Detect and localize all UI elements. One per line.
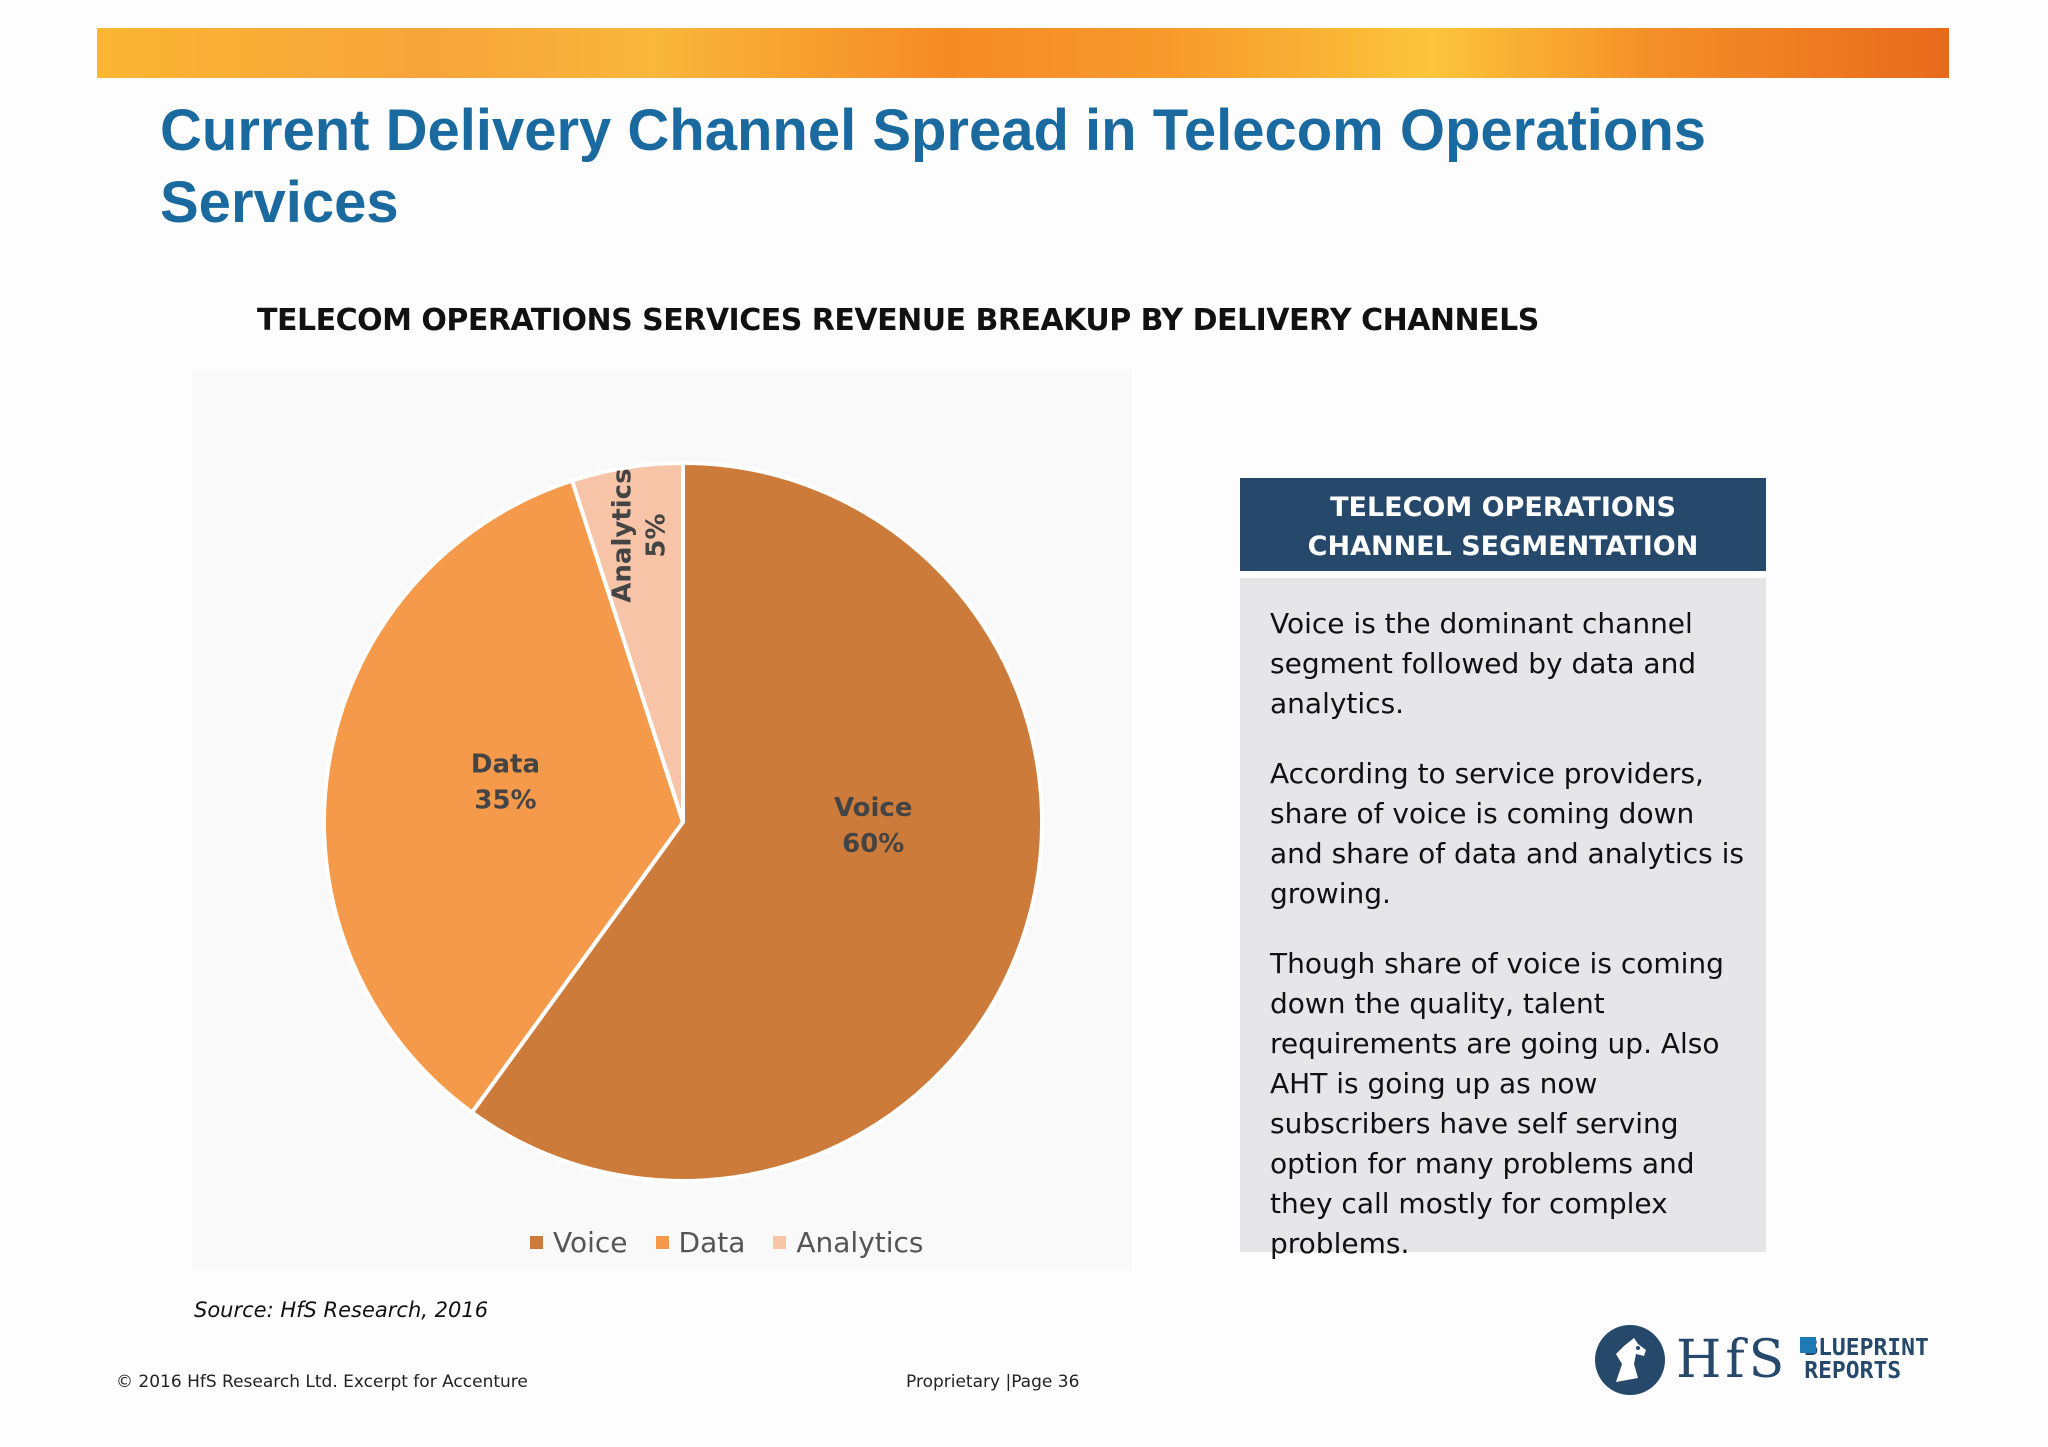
pie-label-value-data: 35% bbox=[474, 786, 536, 816]
segmentation-header-line1: TELECOM OPERATIONS bbox=[1330, 492, 1676, 523]
pie-label-analytics: Analytics 5% bbox=[608, 468, 672, 602]
legend-label-data: Data bbox=[678, 1225, 746, 1259]
chart-legend: Voice Data Analytics bbox=[530, 1222, 952, 1262]
pie-slice-data bbox=[322, 478, 686, 1116]
segmentation-paragraph-2: According to service providers, share of… bbox=[1270, 757, 1744, 910]
pie-label-category-analytics: Analytics bbox=[608, 468, 638, 602]
pie-label-value-voice: 60% bbox=[842, 829, 904, 859]
pie-label-data: Data 35% bbox=[471, 750, 540, 816]
pie-label-value-analytics: 5% bbox=[642, 513, 672, 557]
segmentation-header-line2: CHANNEL SEGMENTATION bbox=[1307, 531, 1699, 562]
segmentation-box-body: Voice is the dominant channel segment fo… bbox=[1240, 578, 1766, 1260]
pie-label-voice: Voice 60% bbox=[834, 793, 913, 859]
horse-head-icon bbox=[1595, 1325, 1665, 1395]
pie-label-category-data: Data bbox=[471, 750, 540, 780]
header-gradient-band bbox=[97, 28, 1949, 78]
legend-label-analytics: Analytics bbox=[796, 1225, 924, 1259]
legend-swatch-voice bbox=[530, 1235, 543, 1249]
legend-swatch-data bbox=[655, 1235, 669, 1249]
pie-slice-voice bbox=[469, 460, 1044, 1183]
pie-slice-analytics bbox=[569, 460, 685, 823]
pie-label-category-voice: Voice bbox=[834, 793, 913, 823]
logo-brand-text: HfS bbox=[1676, 1330, 1789, 1390]
legend-label-voice: Voice bbox=[553, 1225, 628, 1259]
logo-blueprint-reports: BLUEPRINT REPORTS bbox=[1800, 1335, 1929, 1384]
logo-line2: REPORTS bbox=[1804, 1358, 1902, 1384]
logo-blueprint-square bbox=[1800, 1337, 1817, 1353]
legend-item-data: Data bbox=[655, 1225, 746, 1259]
hfs-logo: HfS BLUEPRINT REPORTS bbox=[1594, 1320, 1934, 1400]
footer-copyright: © 2016 HfS Research Ltd. Excerpt for Acc… bbox=[116, 1372, 528, 1392]
legend-item-voice: Voice bbox=[530, 1226, 628, 1259]
footer-page-number: Proprietary |Page 36 bbox=[906, 1372, 1080, 1392]
segmentation-box-header: TELECOM OPERATIONS CHANNEL SEGMENTATION bbox=[1240, 478, 1766, 571]
chart-panel: Voice 60% Data 35% Analytics 5% bbox=[192, 370, 1132, 1270]
source-note: Source: HfS Research, 2016 bbox=[194, 1298, 489, 1322]
segmentation-paragraph-3: Though share of voice is coming down the… bbox=[1270, 947, 1724, 1260]
logo-line1: BLUEPRINT bbox=[1804, 1335, 1929, 1361]
segmentation-paragraph-1: Voice is the dominant channel segment fo… bbox=[1270, 607, 1697, 720]
slide-title: Current Delivery Channel Spread in Telec… bbox=[160, 98, 1707, 235]
legend-swatch-analytics bbox=[773, 1235, 787, 1249]
legend-item-analytics: Analytics bbox=[773, 1225, 924, 1259]
chart-title: TELECOM OPERATIONS SERVICES REVENUE BREA… bbox=[257, 303, 1539, 338]
pie-chart: Voice 60% Data 35% Analytics 5% bbox=[322, 460, 1044, 1183]
